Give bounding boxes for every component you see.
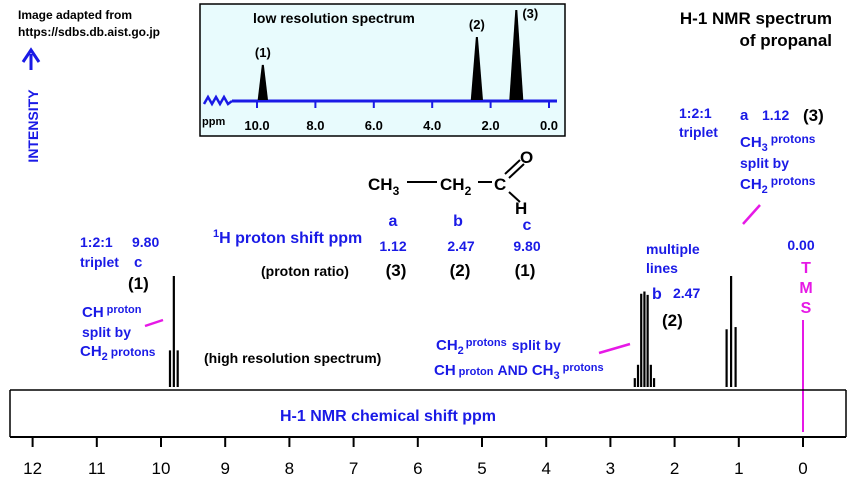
inset-tick-label-6: 6.0	[365, 118, 383, 133]
inset-title: low resolution spectrum	[253, 10, 415, 26]
c-pointer	[144, 318, 164, 328]
shift-letter-a: a	[389, 213, 398, 230]
ratio-b: (2)	[450, 261, 471, 280]
ratio-a: (3)	[386, 261, 407, 280]
c-ratio: 1:2:1	[80, 234, 113, 250]
x-tick-label-6: 6	[413, 459, 422, 478]
b-line-1: CH2protons split by	[436, 337, 561, 357]
x-tick-label-4: 4	[541, 459, 550, 478]
inset-peak-label-3: (3)	[522, 6, 538, 21]
inset-frame	[199, 3, 566, 137]
x-tick-label-10: 10	[152, 459, 171, 478]
ratio-c: (1)	[515, 261, 536, 280]
tms-value: 0.00	[787, 237, 814, 253]
mol-oxygen: O	[520, 148, 533, 167]
a-by-group: CH2protons	[740, 174, 816, 196]
shift-value-c: 9.80	[513, 238, 540, 254]
mol-double-bond-b	[508, 163, 525, 179]
x-tick-label-2: 2	[670, 459, 679, 478]
shift-value-b: 2.47	[447, 238, 474, 254]
x-tick-label-12: 12	[23, 459, 42, 478]
b-value: 2.47	[673, 285, 700, 301]
inset-peak-1	[257, 64, 269, 100]
shift-letter-c: c	[523, 217, 532, 234]
x-tick-label-0: 0	[798, 459, 807, 478]
inset-peak-label-2: (2)	[469, 17, 485, 32]
tms-letter-m: M	[799, 280, 812, 297]
a-split-by: split by	[740, 155, 789, 171]
c-split-by: split by	[82, 324, 131, 340]
inset-tick-label-2: 2.0	[482, 118, 500, 133]
credit-line-1: Image adapted from	[18, 8, 132, 22]
intensity-arrow-icon	[21, 47, 41, 70]
inset-peak-label-1: (1)	[255, 45, 271, 60]
shift-value-a: 1.12	[379, 238, 406, 254]
a-pointer	[742, 204, 761, 225]
y-axis-label: INTENSITY	[25, 89, 41, 163]
inset-tick-label-10: 10.0	[244, 118, 269, 133]
x-tick-label-11: 11	[88, 459, 106, 478]
inset-peak-3	[509, 10, 524, 100]
title-line-2: of propanal	[739, 31, 832, 50]
shift-table-label: 1H proton shift ppm	[213, 228, 362, 247]
x-tick-label-8: 8	[285, 459, 294, 478]
a-letter: a	[740, 107, 749, 124]
inset-tick-label-4: 4.0	[423, 118, 441, 133]
b-letter: b	[652, 286, 662, 303]
c-by-group: CH2 protons	[80, 343, 156, 363]
tms-letter-s: S	[801, 300, 812, 317]
x-tick-label-1: 1	[734, 459, 743, 478]
c-kind: triplet	[80, 254, 119, 270]
a-count: (3)	[803, 106, 824, 125]
mol-double-bond-a	[504, 159, 521, 175]
a-group: CH3protons	[740, 132, 816, 154]
x-tick-label-5: 5	[477, 459, 486, 478]
x-tick-label-7: 7	[349, 459, 358, 478]
b-count: (2)	[662, 311, 683, 330]
c-value: 9.80	[132, 234, 159, 250]
credit-line-2: https://sdbs.db.aist.go.jp	[18, 25, 160, 39]
mol-hydrogen: H	[515, 199, 527, 218]
tms-annotation: 0.00 T M S	[787, 237, 815, 432]
a-value: 1.12	[762, 107, 789, 123]
c-count: (1)	[128, 274, 149, 293]
mol-ch2: CH2	[440, 175, 472, 198]
high-res-peaks	[168, 276, 737, 387]
shift-letter-b: b	[453, 213, 463, 230]
b-line-2: CH proton AND CH3protons	[434, 362, 604, 382]
proton-ratio-label: (proton ratio)	[261, 263, 349, 279]
tms-letter-t: T	[801, 260, 811, 277]
low-res-inset: low resolution spectrum ppm 10.0 8.0 6.0 4.…	[199, 3, 566, 137]
mol-ch3: CH3	[368, 175, 400, 198]
title-line-1: H-1 NMR spectrum	[680, 9, 832, 28]
x-axis-ticks: 12 11 10 9 8 7 6 5 4 3 2 1 0	[23, 437, 808, 478]
b-kind-line-2: lines	[646, 260, 678, 276]
inset-xlabel: ppm	[202, 116, 225, 128]
x-axis-label: H-1 NMR chemical shift ppm	[280, 408, 496, 425]
inset-peak-2	[470, 37, 483, 100]
a-kind: triplet	[679, 124, 718, 140]
inset-tick-label-0: 0.0	[540, 118, 558, 133]
high-res-caption: (high resolution spectrum)	[204, 350, 381, 366]
x-tick-label-3: 3	[606, 459, 615, 478]
b-kind-line-1: multiple	[646, 241, 700, 257]
mol-bond-h	[508, 191, 521, 203]
propanal-structure: CH3 CH2 C O H	[368, 148, 533, 218]
c-group: CH proton	[82, 304, 142, 321]
x-tick-label-9: 9	[220, 459, 229, 478]
c-letter: c	[134, 254, 142, 271]
a-ratio: 1:2:1	[679, 105, 712, 121]
annotation-b: multiple lines b 2.47 (2) CH2protons spli…	[434, 241, 700, 382]
axis-break-icon	[202, 94, 233, 107]
annotation-c: 1:2:1 9.80 triplet c (1) CH proton split …	[80, 234, 164, 363]
mol-carbon: C	[494, 175, 506, 194]
annotation-a: 1:2:1 triplet a 1.12 (3) CH3protons spli…	[679, 105, 824, 225]
inset-tick-label-8: 8.0	[306, 118, 324, 133]
b-pointer	[598, 342, 631, 355]
